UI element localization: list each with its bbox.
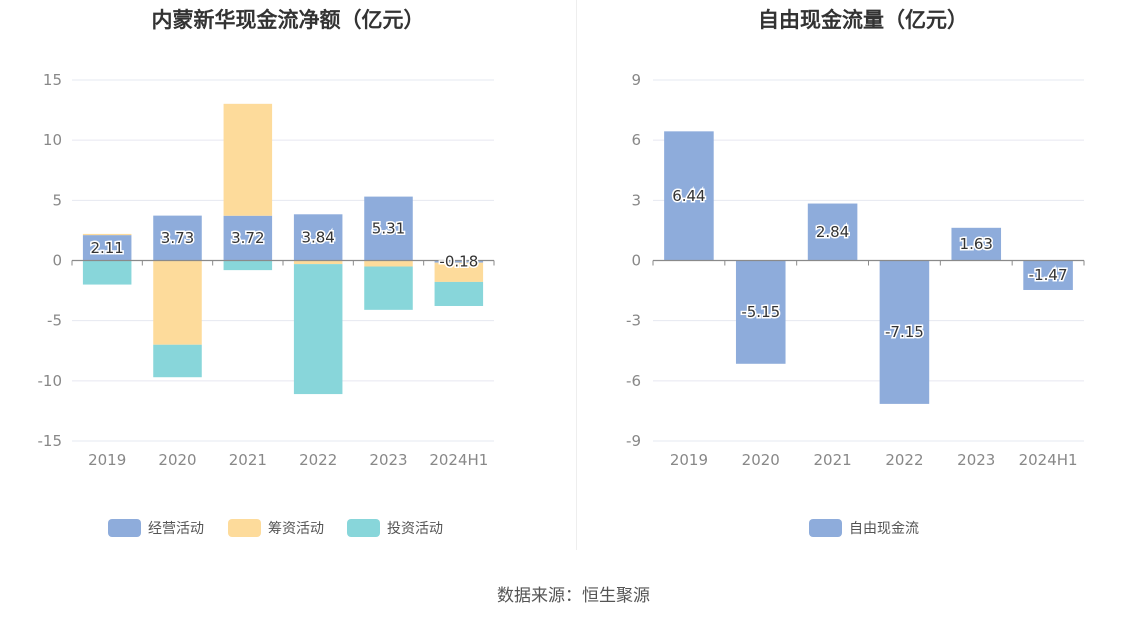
x-category-label: 2020 — [158, 451, 196, 469]
bar-经营活动-2022 — [293, 214, 343, 261]
bar-投资活动-2020 — [153, 344, 202, 378]
y-tick-label: 9 — [631, 71, 641, 89]
legend-swatch — [228, 519, 261, 537]
bar-自由现金流-2019 — [664, 131, 714, 261]
x-category-label: 2022 — [885, 451, 923, 469]
x-category-label: 2021 — [229, 451, 267, 469]
y-tick-label: 15 — [43, 71, 62, 89]
bar-投资活动-2022 — [293, 264, 343, 395]
y-tick-label: -3 — [626, 312, 641, 330]
bar-投资活动-2024H1 — [434, 281, 484, 306]
bar-筹资活动-2023 — [364, 260, 413, 267]
bar-筹资活动-2019 — [82, 233, 132, 236]
free-cash-flow-chart-title: 自由现金流量（亿元） — [758, 8, 968, 32]
y-tick-label: -15 — [38, 432, 63, 450]
panel-divider — [576, 0, 577, 550]
bar-经营活动-2023 — [364, 196, 413, 261]
x-category-label: 2023 — [369, 451, 407, 469]
x-category-label: 2023 — [957, 451, 995, 469]
bar-自由现金流-2024H1 — [1023, 260, 1073, 290]
bar-筹资活动-2022 — [293, 260, 343, 265]
free-cash-flow-chart: 自由现金流量（亿元） 9 6 3 0 -3 -6 -9 6.44 -5.15 2.84 -7.15 1… — [626, 8, 1085, 537]
legend-swatch — [108, 519, 141, 537]
y-tick-label: 0 — [631, 252, 641, 270]
x-category-label: 2019 — [88, 451, 126, 469]
y-tick-label: -9 — [626, 432, 641, 450]
bar-投资活动-2023 — [364, 266, 413, 310]
bar-value-label: 2.11 — [90, 239, 123, 257]
legend-swatch — [347, 519, 380, 537]
y-tick-label: -10 — [38, 372, 63, 390]
y-tick-label: 5 — [52, 191, 62, 209]
x-category-label: 2022 — [299, 451, 337, 469]
bar-自由现金流-2022 — [879, 260, 930, 404]
y-tick-label: 3 — [631, 191, 641, 209]
bar-筹资活动-2024H1 — [434, 262, 484, 282]
y-tick-label: -6 — [626, 372, 641, 390]
bar-自由现金流-2021 — [807, 203, 858, 261]
x-category-label: 2024H1 — [1019, 451, 1078, 469]
bar-投资活动-2021 — [223, 260, 273, 271]
bar-value-label: 3.73 — [161, 229, 194, 247]
bar-经营活动-2024H1 — [434, 260, 484, 263]
bar-value-label: 5.31 — [372, 220, 405, 238]
bar-经营活动-2020 — [153, 215, 202, 261]
bar-value-label: -5.15 — [741, 303, 780, 321]
bar-经营活动-2019 — [82, 235, 132, 261]
bar-筹资活动-2020 — [153, 260, 202, 345]
cash-flow-chart-panel: 内蒙新华现金流净额（亿元） 15 10 5 0 -5 -10 -15 2.11 3.73 3.72… — [0, 0, 576, 560]
legend-label[interactable]: 自由现金流 — [849, 521, 919, 537]
x-category-label: 2019 — [670, 451, 708, 469]
bar-value-label: 1.63 — [960, 235, 993, 253]
x-category-label: 2024H1 — [429, 451, 488, 469]
bar-经营活动-2021 — [223, 215, 273, 261]
bar-自由现金流-2023 — [951, 227, 1002, 261]
bar-value-label: -0.18 — [439, 253, 478, 271]
cash-flow-chart: 内蒙新华现金流净额（亿元） 15 10 5 0 -5 -10 -15 2.11 3.73 3.72… — [38, 8, 495, 537]
free-cash-flow-chart-panel: 自由现金流量（亿元） 9 6 3 0 -3 -6 -9 6.44 -5.15 2.84 -7.15 1… — [577, 0, 1147, 560]
bar-value-label: -1.47 — [1029, 266, 1068, 284]
bar-筹资活动-2021 — [223, 103, 273, 216]
data-source-note: 数据来源：恒生聚源 — [497, 586, 650, 606]
bar-value-label: 3.84 — [301, 228, 334, 246]
cash-flow-chart-title: 内蒙新华现金流净额（亿元） — [152, 8, 425, 32]
x-category-label: 2020 — [742, 451, 780, 469]
y-tick-label: 10 — [43, 131, 62, 149]
bar-value-label: 6.44 — [672, 187, 705, 205]
bar-value-label: -7.15 — [885, 323, 924, 341]
bar-投资活动-2019 — [82, 260, 132, 285]
legend-label[interactable]: 经营活动 — [148, 521, 204, 537]
x-category-label: 2021 — [813, 451, 851, 469]
y-tick-label: -5 — [47, 312, 62, 330]
y-tick-label: 6 — [631, 131, 641, 149]
bar-自由现金流-2020 — [735, 260, 786, 364]
legend-swatch — [809, 519, 842, 537]
bar-value-label: 2.84 — [816, 223, 849, 241]
y-tick-label: 0 — [52, 252, 62, 270]
bar-value-label: 3.72 — [231, 229, 264, 247]
legend-label[interactable]: 筹资活动 — [268, 520, 324, 537]
legend-label[interactable]: 投资活动 — [387, 521, 443, 537]
